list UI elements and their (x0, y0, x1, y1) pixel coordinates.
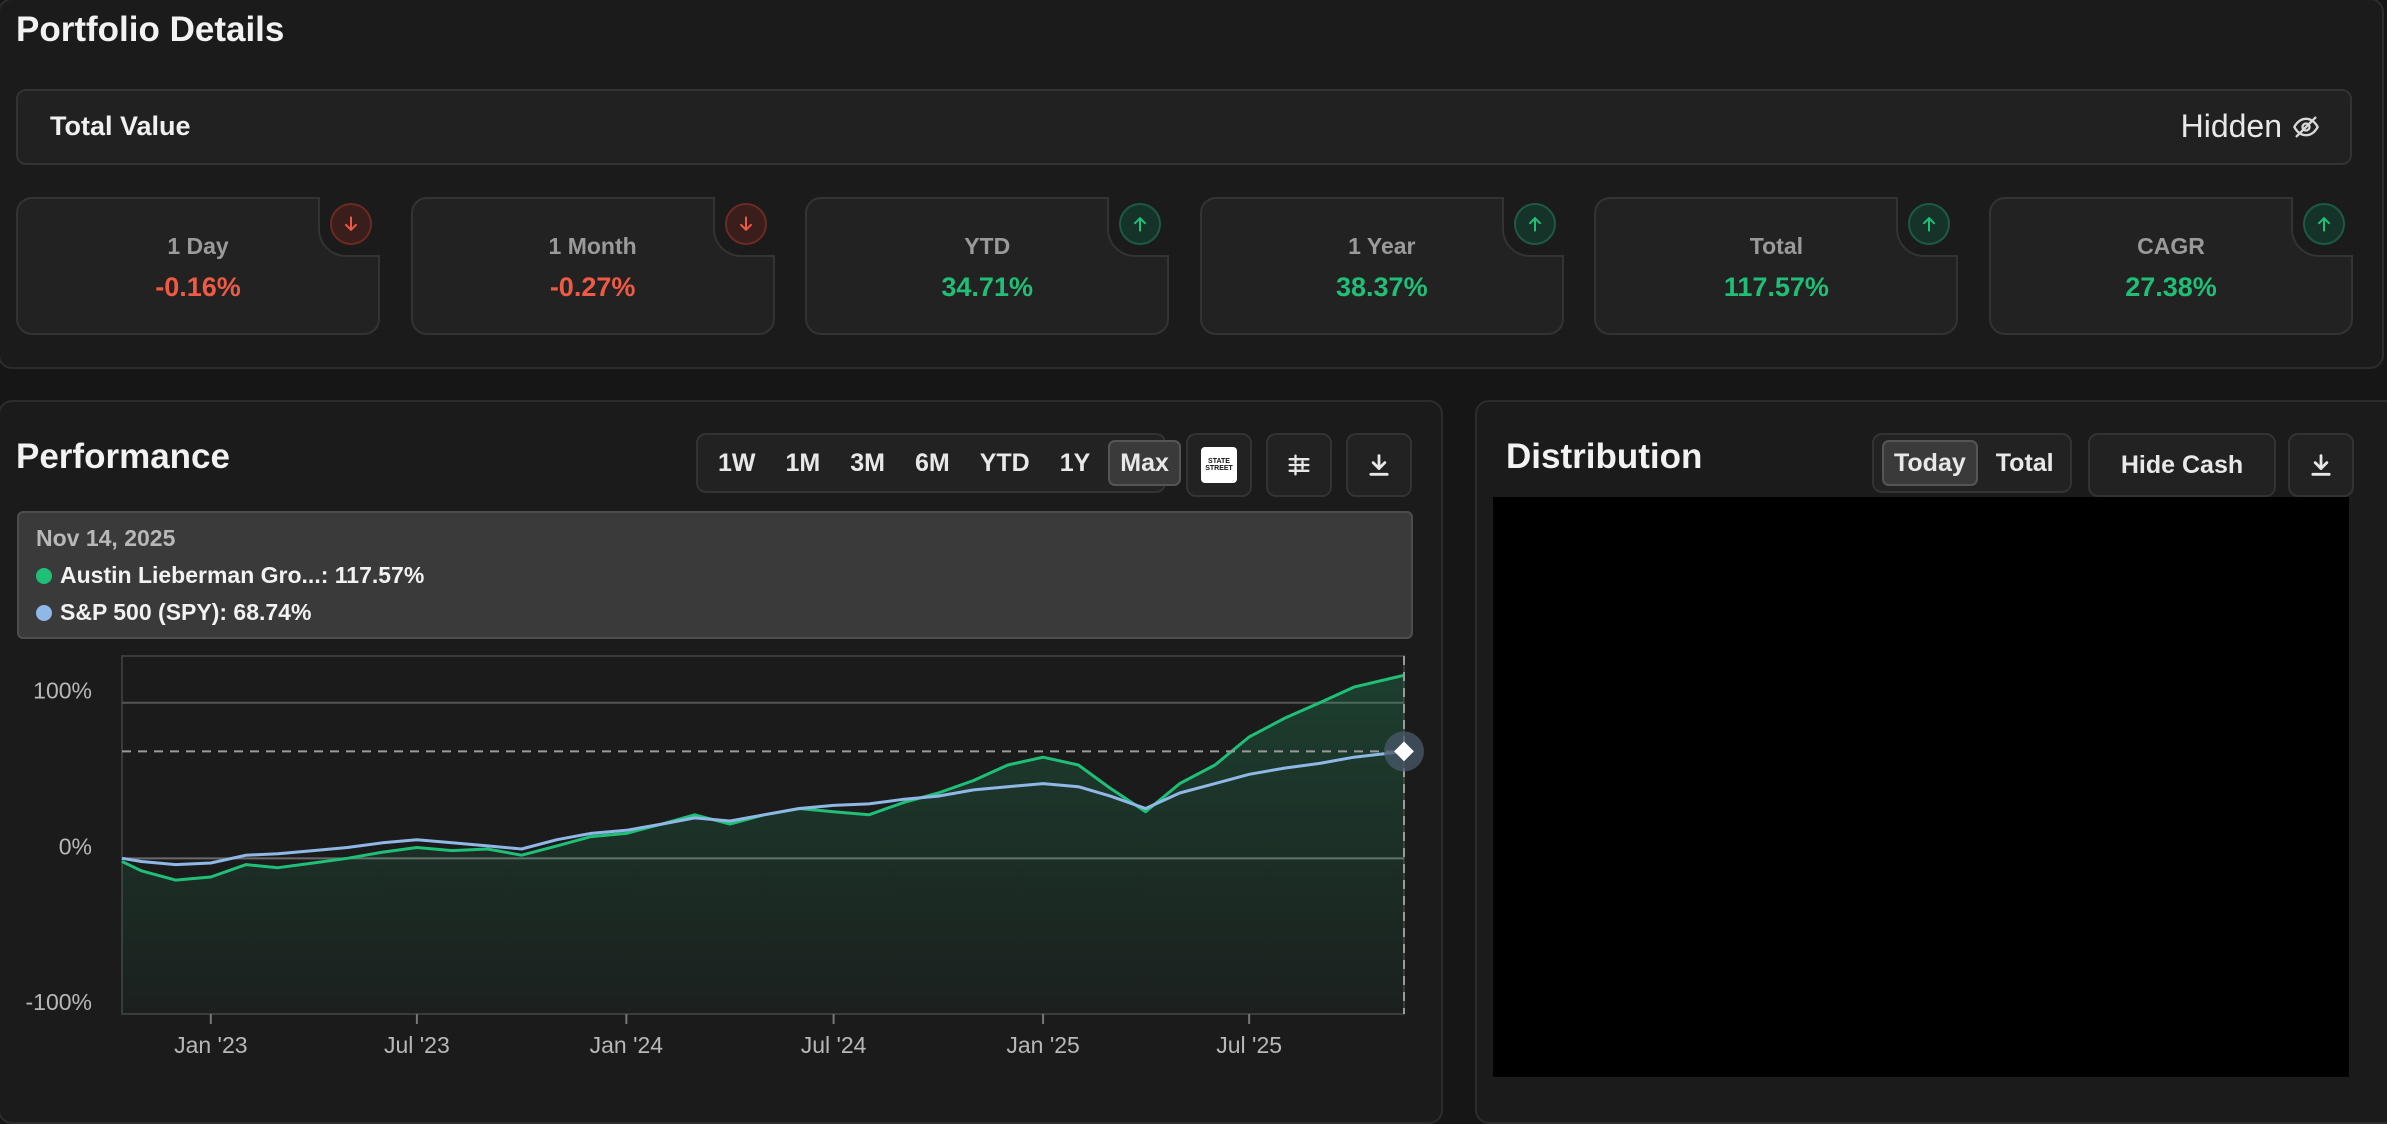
x-tick-label: Jan '25 (1006, 1032, 1079, 1058)
distribution-period-toggle: Today Total (1872, 433, 2072, 493)
tooltip-benchmark-value: S&P 500 (SPY): 68.74% (60, 599, 312, 625)
range-button-6m[interactable]: 6M (914, 448, 950, 477)
range-button-3m[interactable]: 3M (850, 448, 885, 477)
stat-label: 1 Year (1348, 233, 1416, 259)
portfolio-dot-icon (36, 567, 52, 584)
tooltip-date: Nov 14, 2025 (36, 525, 176, 551)
y-tick-label: -100% (26, 989, 92, 1015)
stat-value: 27.38% (2125, 272, 2217, 302)
stat-card-total: Total 117.57% (1594, 197, 1959, 335)
stat-value: 34.71% (941, 272, 1033, 302)
tooltip-portfolio-value: Austin Lieberman Gro...: 117.57% (60, 562, 425, 588)
total-value-visibility-toggle[interactable]: Hidden (2181, 108, 2320, 145)
x-tick-label: Jan '23 (174, 1032, 247, 1058)
y-tick-label: 100% (33, 678, 92, 704)
stat-card-cagr: CAGR 27.38% (1989, 197, 2353, 335)
distribution-download-button[interactable] (2288, 433, 2354, 497)
range-button-1m[interactable]: 1M (785, 448, 821, 477)
tooltip-row-portfolio: Austin Lieberman Gro...: 117.57% (36, 562, 424, 589)
performance-title: Performance (16, 437, 230, 476)
range-button-max[interactable]: Max (1108, 440, 1181, 486)
x-tick-label: Jul '23 (384, 1032, 450, 1058)
stat-card-1-month: 1 Month -0.27% (410, 197, 775, 335)
distribution-title: Distribution (1506, 437, 1703, 476)
stat-value: -0.27% (549, 272, 636, 302)
chart-tooltip: Nov 14, 2025 Austin Lieberman Gro...: 11… (17, 511, 1413, 639)
stat-card-1-day: 1 Day -0.16% (16, 197, 380, 335)
distribution-toggle-total[interactable]: Total (1995, 448, 2054, 477)
y-tick-label: 0% (59, 833, 92, 859)
total-value-label: Total Value (50, 111, 191, 141)
chart-settings-button[interactable] (1266, 433, 1332, 497)
download-icon (2311, 454, 2331, 476)
stat-value: -0.16% (155, 272, 241, 302)
x-tick-label: Jan '24 (590, 1032, 664, 1058)
state-street-logo-icon: STATE STREET (1201, 447, 1237, 483)
benchmark-series-line (121, 749, 1405, 867)
stat-label: Total (1749, 233, 1803, 259)
stat-label: CAGR (2137, 233, 2205, 259)
range-button-1w[interactable]: 1W (718, 448, 756, 477)
stat-label: YTD (964, 233, 1011, 259)
stat-value: 38.37% (1336, 272, 1428, 302)
arrow-up-icon (2303, 203, 2345, 245)
performance-download-button[interactable] (1346, 433, 1412, 497)
arrow-up-icon (1513, 203, 1556, 245)
benchmark-dot-icon (36, 604, 52, 621)
portfolio-series-line (121, 673, 1405, 882)
range-button-1y[interactable]: 1Y (1059, 448, 1091, 477)
stat-label: 1 Day (167, 233, 229, 259)
tooltip-row-benchmark: S&P 500 (SPY): 68.74% (36, 599, 311, 626)
stat-card-ytd: YTD 34.71% (805, 197, 1170, 335)
distribution-toggle-today[interactable]: Today (1882, 440, 1978, 486)
hide-cash-button[interactable]: Hide Cash (2088, 433, 2276, 497)
time-range-selector: 1W 1M 3M 6M YTD 1Y Max (696, 433, 1181, 493)
benchmark-button[interactable]: STATE STREET (1186, 433, 1252, 497)
portfolio-area (122, 675, 1404, 1014)
x-tick-label: Jul '25 (1216, 1032, 1282, 1058)
total-value-bar: Total Value Hidden (16, 89, 2352, 165)
portfolio-summary-panel (0, 0, 2384, 369)
range-button-ytd[interactable]: YTD (979, 448, 1030, 477)
download-icon (1369, 454, 1389, 476)
x-tick-label: Jul '24 (801, 1032, 867, 1058)
page-title: Portfolio Details (16, 10, 285, 49)
arrow-down-icon (724, 203, 767, 245)
arrow-up-icon (1908, 203, 1951, 245)
hover-marker (1394, 741, 1414, 762)
performance-chart[interactable]: 100% 0% -100% Jan '23 Jul '23 Jan '24 Jul '24 J… (0, 650, 1430, 1070)
arrow-up-icon (1119, 203, 1162, 245)
stat-value: 117.57% (1723, 272, 1829, 302)
distribution-chart-area (1493, 497, 2349, 1077)
total-value-status: Hidden (2180, 108, 2282, 144)
sliders-icon (1288, 454, 1310, 476)
arrow-down-icon (330, 203, 372, 245)
stat-card-1-year: 1 Year 38.37% (1199, 197, 1564, 335)
stat-label: 1 Month (548, 233, 637, 259)
eye-off-icon (2292, 116, 2320, 137)
